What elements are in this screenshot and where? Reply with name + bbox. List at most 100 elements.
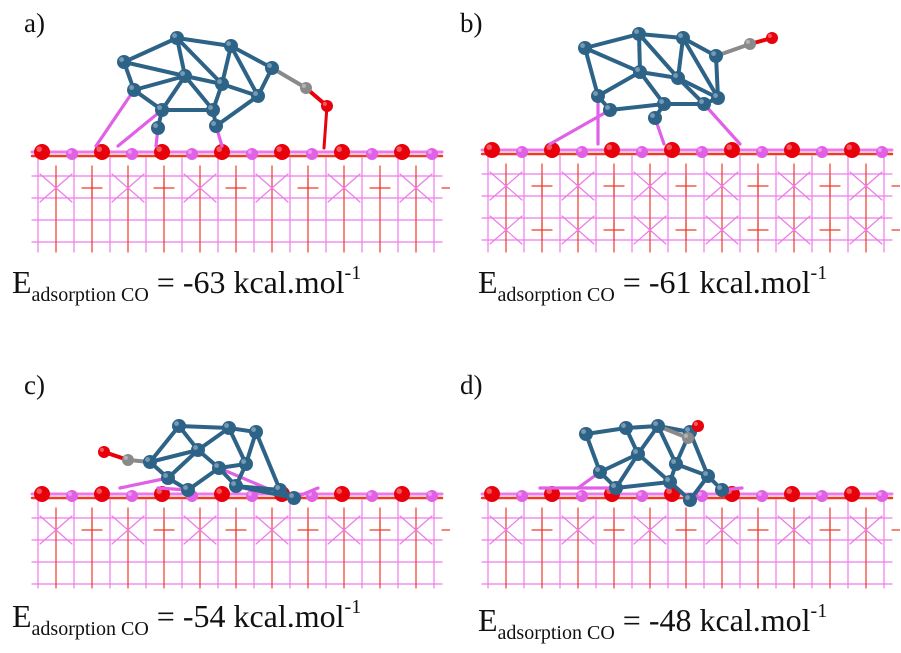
co-surface-bond: [322, 104, 329, 150]
cluster-metal-atom: [212, 461, 226, 475]
lattice-bond: [849, 171, 867, 187]
lattice-bond: [577, 229, 595, 245]
lattice-bond: [415, 173, 433, 189]
lattice-bond: [489, 171, 507, 187]
lattice-bond: [865, 185, 883, 201]
cluster-bond: [583, 46, 642, 74]
lattice-bond: [721, 515, 739, 531]
lattice-bond: [343, 187, 361, 203]
lattice-bond: [849, 529, 867, 545]
lattice-bond: [705, 171, 723, 187]
lattice-bond: [793, 215, 811, 231]
structure-c: [30, 419, 450, 589]
surface-cation-atom: [636, 146, 648, 158]
surface-oxygen-atom: [394, 486, 410, 502]
cluster-metal-atom: [593, 465, 607, 479]
cluster-bond: [614, 480, 672, 490]
lattice-bond: [399, 173, 417, 189]
lattice-bond: [489, 185, 507, 201]
cluster-metal-atom: [683, 493, 697, 507]
lattice-bond: [255, 515, 273, 531]
co-carbon-atom: [300, 82, 312, 94]
lattice-bond: [55, 529, 73, 545]
surface-oxygen-atom: [544, 142, 560, 158]
surface-oxygen-atom: [784, 142, 800, 158]
cluster-surface-bond: [217, 466, 268, 490]
cluster-metal-atom: [711, 91, 725, 105]
lattice-bond: [865, 215, 883, 231]
cluster-metal-atom: [117, 55, 131, 69]
surface-cation-atom: [366, 490, 378, 502]
lattice-bond: [505, 529, 523, 545]
cluster-bond: [122, 36, 179, 64]
lattice-bond: [649, 229, 667, 245]
lattice-bond: [199, 173, 217, 189]
surface-cation-atom: [696, 146, 708, 158]
lattice-bond: [633, 229, 651, 245]
surface-cation-atom: [756, 146, 768, 158]
adsorption-energy: Eadsorption CO = -63 kcal.mol-1: [12, 262, 362, 306]
lattice-bond: [793, 515, 811, 531]
lattice-bond: [489, 229, 507, 245]
cluster-metal-atom: [191, 443, 205, 457]
cluster-metal-atom: [578, 41, 592, 55]
cluster-metal-atom: [603, 103, 617, 117]
surface-cation-atom: [186, 148, 198, 160]
lattice-bond: [327, 173, 345, 189]
surface-cation-atom: [876, 146, 888, 158]
cluster-metal-atom: [265, 61, 279, 75]
surface-oxygen-atom: [34, 144, 50, 160]
cluster-metal-atom: [172, 419, 186, 433]
lattice-bond: [255, 173, 273, 189]
co-oxygen-atom: [766, 32, 778, 44]
cluster-metal-atom: [709, 49, 723, 63]
lattice-bond: [649, 215, 667, 231]
lattice-bond: [793, 185, 811, 201]
panel-c: c) Eadsorption CO = -54 kcal.mol-1: [0, 326, 450, 652]
lattice-bond: [649, 185, 667, 201]
cluster-metal-atom: [155, 103, 169, 117]
lattice-bond: [633, 171, 651, 187]
lattice-bond: [849, 215, 867, 231]
surface-oxygen-atom: [34, 486, 50, 502]
lattice-bond: [343, 173, 361, 189]
lattice-bond: [793, 171, 811, 187]
co-oxygen-atom: [98, 446, 110, 458]
cluster-surface-bond: [548, 108, 612, 146]
surface-cation-atom: [426, 490, 438, 502]
co-oxygen-atom: [692, 420, 704, 432]
cluster-bond: [583, 46, 600, 98]
cluster-metal-atom: [663, 475, 677, 489]
cluster-bond: [596, 70, 642, 98]
cluster-metal-atom: [249, 425, 263, 439]
lattice-bond: [415, 529, 433, 545]
lattice-bond: [577, 529, 595, 545]
lattice-bond: [849, 185, 867, 201]
cluster-metal-atom: [651, 419, 665, 433]
lattice-bond: [399, 529, 417, 545]
cluster-bond: [148, 448, 200, 464]
surface-oxygen-atom: [844, 486, 860, 502]
surface-cation-atom: [756, 490, 768, 502]
adsorption-energy: Eadsorption CO = -61 kcal.mol-1: [478, 262, 828, 306]
surface-oxygen-atom: [154, 144, 170, 160]
lattice-bond: [415, 515, 433, 531]
lattice-bond: [849, 515, 867, 531]
lattice-bond: [705, 229, 723, 245]
cluster-bond: [175, 36, 233, 48]
cluster-metal-atom: [224, 39, 238, 53]
lattice-bond: [777, 515, 795, 531]
cluster-bond: [229, 44, 260, 98]
cluster-metal-atom: [206, 103, 220, 117]
cluster-surface-bond: [116, 108, 164, 148]
co-carbon-atom: [122, 454, 134, 466]
surface-cation-atom: [576, 146, 588, 158]
cluster-bond: [229, 44, 274, 70]
lattice-bond: [577, 515, 595, 531]
panel-label: b): [460, 8, 483, 38]
cluster-metal-atom: [632, 27, 646, 41]
lattice-bond: [721, 171, 739, 187]
adsorption-energy: Eadsorption CO = -54 kcal.mol-1: [12, 596, 362, 640]
lattice-bond: [633, 515, 651, 531]
cluster-metal-atom: [669, 457, 683, 471]
